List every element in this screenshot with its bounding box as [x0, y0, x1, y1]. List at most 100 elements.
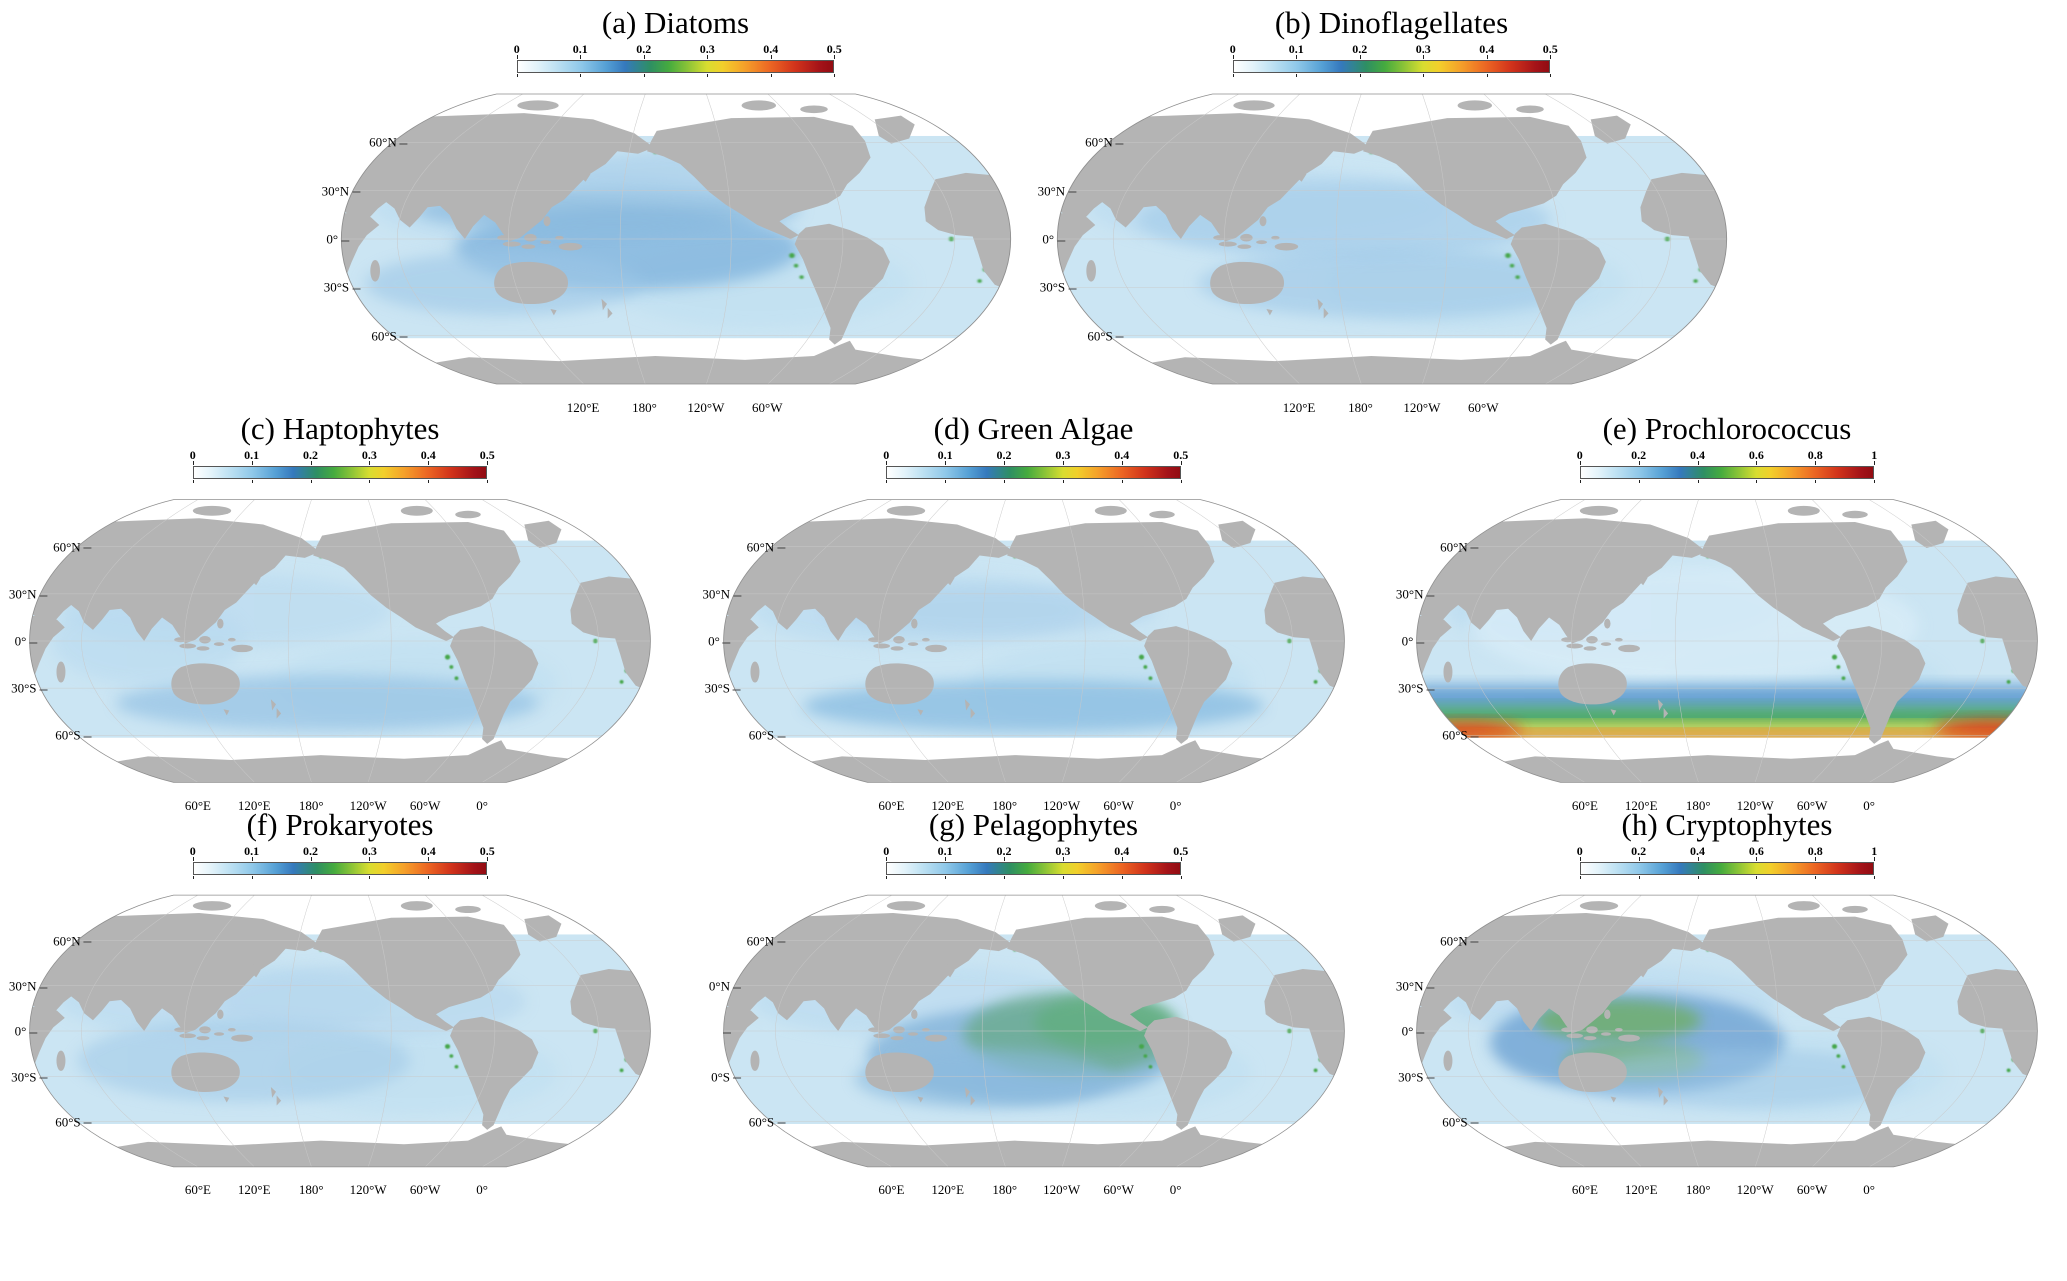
lat-label-text: 60°N: [53, 933, 81, 949]
colorbar-tick: [1638, 480, 1640, 484]
lat-label-text: 30°S: [1398, 1069, 1424, 1085]
colorbar-tick-label: 0.1: [937, 448, 953, 463]
lat-label: [720, 1025, 731, 1038]
colorbar-tick: [834, 74, 836, 78]
graticule: [1416, 499, 2038, 783]
colorbar-tick: [1697, 461, 1699, 466]
lat-label-text: 0°: [708, 633, 720, 649]
colorbar-tick: [1815, 461, 1817, 466]
panel-title: (e) Prochlorococcus: [1602, 411, 1852, 447]
colorbar-tick: [1062, 480, 1064, 484]
lat-label-text: 60°S: [1442, 1114, 1468, 1130]
map-panel-g: (g) Pelagophytes 0 0.1 0.2 0.3 0.4 0.5 60°N 0°N 0…: [709, 808, 1354, 1196]
world-map: [722, 499, 1345, 783]
lat-tick: [352, 288, 361, 290]
colorbar-tick: [1004, 461, 1006, 466]
lat-label: 60°N: [747, 540, 786, 553]
lon-label: 0°: [1169, 798, 1182, 814]
map-area: 60°N 30°N 0° 30°S 60°S 60°E 120°E 180° 120°W 60°W…: [9, 486, 660, 812]
map-panel-a: (a) Diatoms 0 0.1 0.2 0.3 0.4 0.5 60°N 30°N 0° 30°…: [322, 5, 1021, 414]
lon-label: 120°E: [1624, 1182, 1658, 1198]
lon-label: 60°E: [184, 798, 211, 814]
colorbar-tick-label: 0: [1229, 42, 1236, 57]
lat-tick: [733, 987, 742, 988]
colorbar-tick: [1359, 55, 1361, 60]
land-layer: [29, 506, 651, 783]
colorbar-bar: [886, 862, 1181, 876]
colorbar-tick: [1815, 480, 1817, 484]
colorbar-tick: [1638, 876, 1640, 880]
colorbar: 0 0.1 0.2 0.3 0.4 0.5: [883, 844, 1188, 880]
lon-label: 120°E: [931, 798, 965, 814]
colorbar-tick: [192, 857, 194, 862]
map-outline: [1416, 895, 2038, 1168]
lat-tick: [83, 736, 92, 738]
colorbar-tick-label: 0.5: [1173, 448, 1189, 463]
colorbar-tick-label: 0: [1576, 844, 1583, 859]
colorbar-tick: [1004, 480, 1006, 484]
colorbar-tick-label: 0.4: [1114, 844, 1130, 859]
lat-tick: [1115, 336, 1124, 338]
lat-label-text: 60°S: [55, 1114, 81, 1130]
colorbar-tick-label: 0.2: [303, 448, 319, 463]
colorbar-tick: [310, 461, 312, 466]
lon-label: 60°E: [1571, 798, 1598, 814]
lon-label: 120°E: [931, 1182, 965, 1198]
colorbar-tick: [251, 857, 253, 862]
lon-label: 60°W: [1103, 798, 1134, 814]
colorbar-bar: [192, 466, 488, 480]
lon-label: 120°E: [237, 1182, 271, 1198]
colorbar-tick-label: 0.6: [1748, 844, 1764, 859]
map-outline: [1056, 93, 1727, 385]
lat-label-text: 0°N: [708, 978, 731, 994]
colorbar-tick: [516, 55, 518, 60]
lon-label: 180°: [632, 400, 657, 416]
lat-label: 60°N: [369, 136, 408, 149]
colorbar-tick: [369, 480, 371, 484]
colorbar-tick-label: 0.3: [361, 844, 377, 859]
colorbar-tick: [1756, 480, 1758, 484]
colorbar-tick-label: 0.4: [763, 42, 779, 57]
lat-label: 60°N: [1440, 540, 1479, 553]
colorbar-tick-label: 0.2: [996, 844, 1012, 859]
colorbar-tick-label: 0.2: [1631, 844, 1647, 859]
lon-label: 0°: [476, 1182, 488, 1198]
colorbar-tick-label: 0.1: [1288, 42, 1304, 57]
colorbar-tick: [1359, 74, 1361, 78]
lat-label: 30°N: [1038, 184, 1077, 197]
lat-tick: [777, 941, 786, 943]
colorbar: 0 0.1 0.2 0.3 0.4 0.5: [190, 844, 495, 880]
colorbar-tick: [516, 74, 518, 78]
colorbar-tick: [1579, 857, 1581, 862]
colorbar-tick: [487, 480, 489, 484]
map-panel-c: (c) Haptophytes 0 0.1 0.2 0.3 0.4 0.5 60°N 30°N 0…: [9, 411, 660, 812]
colorbar-tick: [886, 480, 888, 484]
colorbar-tick: [1296, 74, 1298, 78]
colorbar-tick: [580, 55, 582, 60]
colorbar-tick: [1180, 857, 1182, 862]
lat-tick: [733, 1077, 742, 1079]
colorbar-tick-label: 1: [1871, 844, 1878, 859]
lat-tick: [83, 1122, 92, 1124]
colorbar-tick: [192, 480, 194, 484]
lat-label: 0°: [1402, 1025, 1425, 1038]
colorbar: 0 0.2 0.4 0.6 0.8 1: [1576, 844, 1878, 880]
colorbar-tick-label: 0.3: [1415, 42, 1431, 57]
map-row-2: (c) Haptophytes 0 0.1 0.2 0.3 0.4 0.5 60°N 30°N 0…: [0, 411, 2067, 812]
colorbar-tick: [369, 876, 371, 880]
lon-label: 60°E: [878, 1182, 905, 1198]
lat-label-text: 60°S: [748, 727, 775, 743]
map-row-3: (f) Prokaryotes 0 0.1 0.2 0.3 0.4 0.5 60°N 30°N 0…: [0, 808, 2067, 1196]
colorbar-tick-label: 0.2: [636, 42, 652, 57]
colorbar-tick-label: 0.2: [1631, 448, 1647, 463]
colorbar-bar: [886, 466, 1181, 480]
lat-tick: [83, 941, 92, 943]
colorbar-bar: [1579, 466, 1875, 480]
lat-tick: [1068, 191, 1077, 193]
map-area: 60°N 30°N 0° 30°S 60°S 60°E 120°E 180° 120°W 60°W…: [9, 882, 660, 1196]
colorbar-tick-label: 0.1: [572, 42, 588, 57]
colorbar-tick: [1004, 876, 1006, 880]
map-outline: [722, 895, 1345, 1168]
lat-label: 30°S: [1398, 1069, 1435, 1085]
lat-label-text: 0°: [14, 1023, 27, 1039]
